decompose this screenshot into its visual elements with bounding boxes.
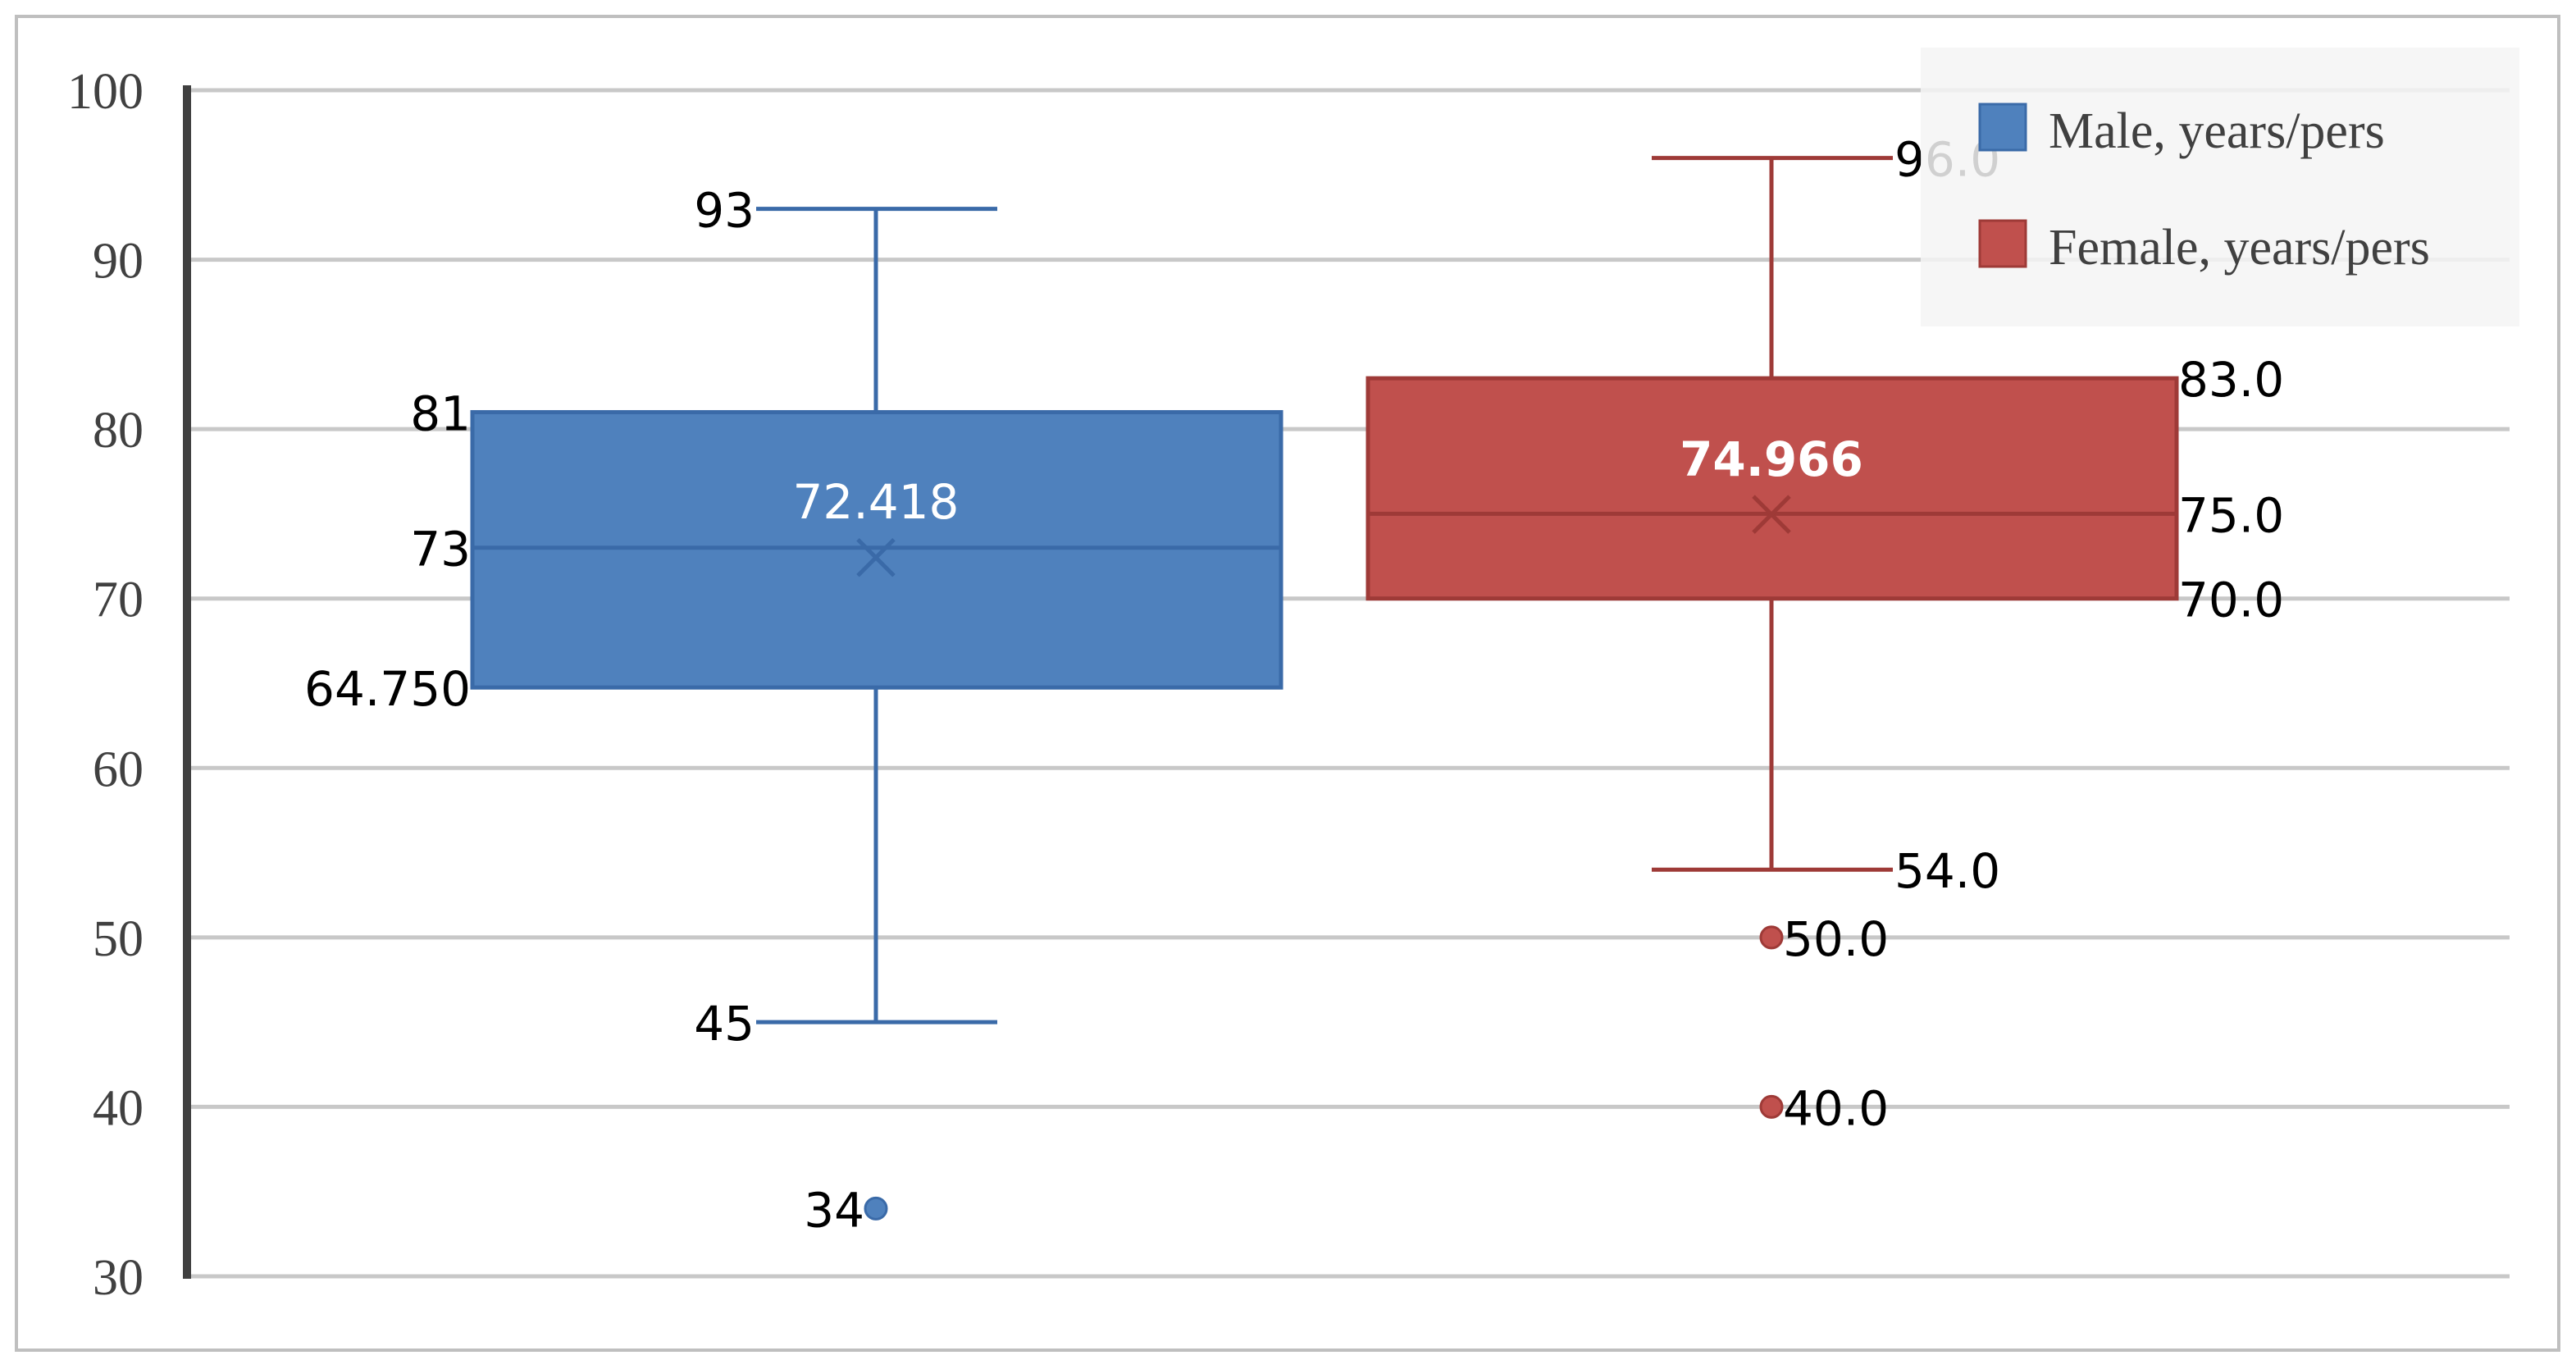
legend-background [1921, 48, 2519, 326]
y-tick-label-90: 90 [93, 234, 144, 290]
series-2-q3-label: 83.0 [2178, 352, 2284, 408]
series-1-min-label: 45 [694, 996, 755, 1052]
y-tick-label-60: 60 [93, 742, 144, 797]
series-1-outlier-1 [864, 1196, 888, 1221]
series-1-max-label: 93 [694, 183, 755, 239]
series-2-q1-label: 70.0 [2178, 573, 2284, 628]
y-tick-label-30: 30 [93, 1250, 144, 1306]
y-tick-label-100: 100 [67, 64, 144, 120]
series-1-outlier-1-label: 34 [804, 1182, 864, 1238]
legend-label-2: Female, years/pers [2049, 220, 2430, 276]
y-tick-label-80: 80 [93, 403, 144, 459]
y-tick-label-40: 40 [93, 1080, 144, 1136]
series-1-mean-marker [856, 537, 896, 577]
series-2-outlier-1 [1759, 925, 1784, 950]
series-2-mean-marker [1752, 495, 1791, 534]
series-1-median-label: 73 [410, 522, 471, 577]
series-1-q1-label: 64.750 [304, 661, 471, 717]
series-2-mean-label: 74.966 [1680, 431, 1863, 487]
legend-swatch-1 [1978, 103, 2027, 152]
series-2-outlier-2 [1759, 1094, 1784, 1119]
legend: Male, years/pers Female, years/pers [1921, 48, 2519, 326]
series-2-median-label: 75.0 [2178, 487, 2284, 543]
series-2-outlier-1-label: 50.0 [1783, 911, 1889, 967]
legend-swatch-2 [1978, 219, 2027, 268]
y-tick-label-50: 50 [93, 911, 144, 967]
series-2-min-label: 54.0 [1894, 843, 2000, 899]
series-1-mean-label: 72.418 [793, 474, 960, 530]
y-tick-label-70: 70 [93, 573, 144, 628]
series-2-mean-marker-stroke-b [1752, 495, 1791, 534]
series-2-outlier-2-label: 40.0 [1783, 1080, 1889, 1136]
series-2-box [1366, 376, 2179, 601]
legend-label-1: Male, years/pers [2049, 103, 2385, 159]
series-1-mean-marker-stroke-b [856, 537, 896, 577]
series-1-box [470, 409, 1283, 690]
series-1-q3-label: 81 [410, 386, 471, 441]
